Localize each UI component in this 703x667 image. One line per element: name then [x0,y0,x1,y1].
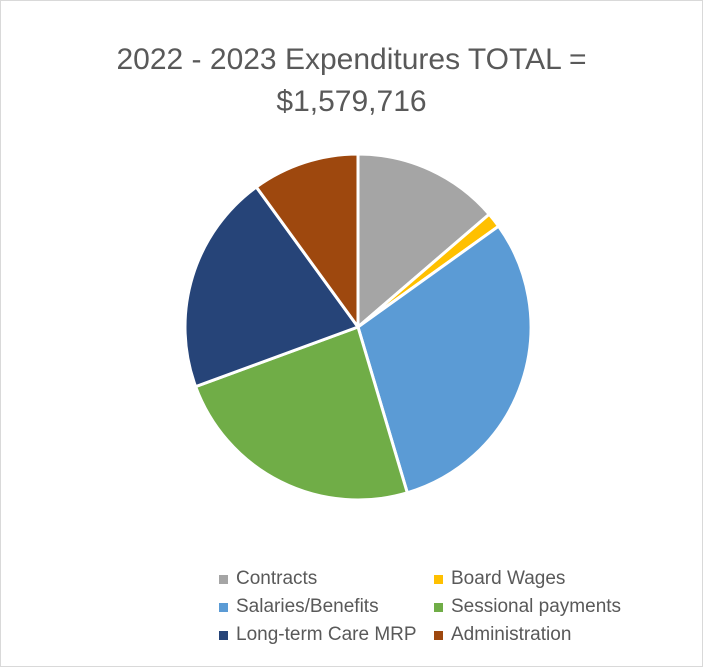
legend-item-board-wages: Board Wages [434,567,639,591]
pie-chart [183,152,533,502]
legend-swatch-administration [434,630,443,640]
chart-title-line-1: 2022 - 2023 Expenditures TOTAL = [116,43,587,76]
legend-item-sessional-payments: Sessional payments [434,595,639,619]
legend-item-salaries-benefits: Salaries/Benefits [219,595,434,619]
legend-label-long-term-care-mrp: Long-term Care MRP [236,624,417,645]
pie-slice-administration [254,152,360,329]
legend-label-sessional-payments: Sessional payments [451,596,622,617]
pie-slice-long-term-care-mrp [183,185,360,389]
legend-item-contracts: Contracts [219,567,434,591]
chart-title-line-2: $1,579,716 [276,85,427,118]
legend-swatch-salaries-benefits [219,602,228,612]
pie-slice-contracts [356,152,491,329]
legend-swatch-board-wages [434,574,443,584]
legend-item-administration: Administration [434,623,639,647]
legend-item-long-term-care-mrp: Long-term Care MRP [219,623,434,647]
legend-swatch-long-term-care-mrp [219,630,228,640]
legend-label-board-wages: Board Wages [451,568,566,589]
chart-title: 2022 - 2023 Expenditures TOTAL = $1,579,… [1,39,702,123]
pie-slice-sessional-payments [194,325,409,502]
legend-label-contracts: Contracts [236,568,318,589]
legend-swatch-sessional-payments [434,602,443,612]
legend-swatch-contracts [219,574,228,584]
legend: Contracts Board Wages Salaries/Benefits … [219,567,639,647]
pie-slice-salaries-benefits [356,224,533,495]
legend-label-administration: Administration [451,624,572,645]
legend-label-salaries-benefits: Salaries/Benefits [236,596,379,617]
